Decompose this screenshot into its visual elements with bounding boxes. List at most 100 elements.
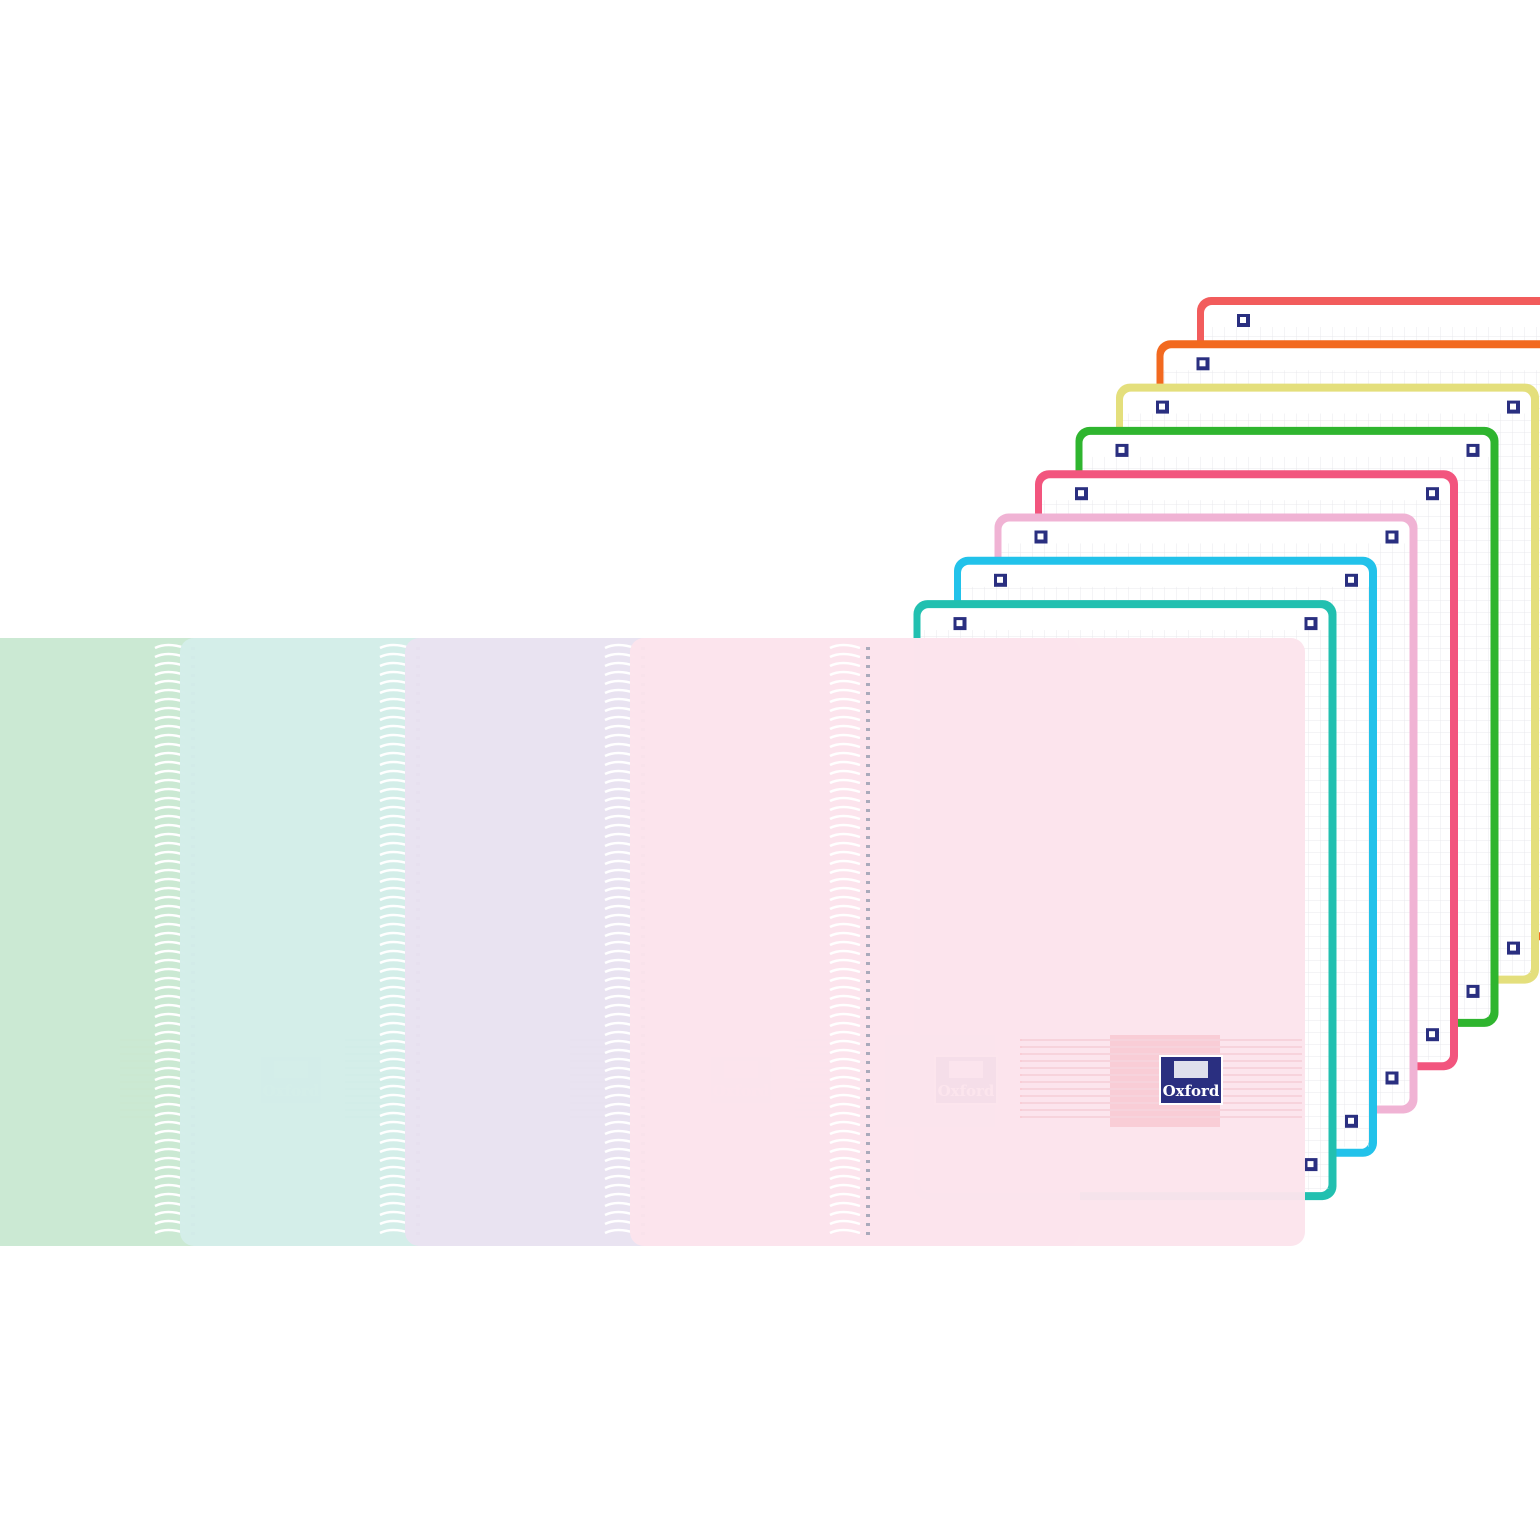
spiral-hole xyxy=(866,800,870,803)
spiral-coil xyxy=(829,697,861,704)
spiral-coil xyxy=(829,679,861,686)
spiral-coil xyxy=(829,1138,861,1145)
spiral-hole xyxy=(866,1223,870,1226)
spiral-hole xyxy=(866,845,870,848)
spiral-coil xyxy=(829,1129,861,1136)
spiral-hole xyxy=(866,1007,870,1010)
spiral-hole xyxy=(866,980,870,983)
spiral-hole xyxy=(866,1115,870,1118)
spiral-coil xyxy=(829,1102,861,1109)
spiral-coil xyxy=(829,805,861,812)
spiral-coil xyxy=(829,1012,861,1019)
spiral-hole xyxy=(866,782,870,785)
spiral-hole xyxy=(866,764,870,767)
spiral-hole xyxy=(866,737,870,740)
spiral-coil xyxy=(829,877,861,884)
spiral-coil xyxy=(829,994,861,1001)
spiral-coil xyxy=(829,823,861,830)
spiral-coil xyxy=(829,1066,861,1073)
spiral-coil xyxy=(829,796,861,803)
spiral-hole xyxy=(866,935,870,938)
spiral-hole xyxy=(866,656,870,659)
corner-mark-inner xyxy=(1388,533,1395,540)
spiral-coil xyxy=(829,1210,861,1217)
spiral-hole xyxy=(866,1187,870,1190)
spiral-coil xyxy=(829,985,861,992)
spiral-hole xyxy=(866,719,870,722)
spiral-hole xyxy=(866,854,870,857)
spiral-hole xyxy=(866,863,870,866)
logo-crest xyxy=(1174,1061,1208,1078)
corner-mark-inner xyxy=(997,576,1003,583)
spiral-hole xyxy=(866,1079,870,1082)
cover xyxy=(630,638,1305,1246)
spiral-hole xyxy=(866,1160,870,1163)
spiral-coil xyxy=(829,1120,861,1127)
spiral-hole xyxy=(866,674,870,677)
spiral-coil xyxy=(829,1219,861,1226)
spiral-hole xyxy=(866,746,870,749)
spiral-hole xyxy=(866,908,870,911)
spiral-coil xyxy=(829,652,861,659)
spiral-coil xyxy=(829,1039,861,1046)
spiral-coil xyxy=(829,1021,861,1028)
spiral-hole xyxy=(866,818,870,821)
spiral-hole xyxy=(866,1124,870,1127)
notebook-covers: OxfordOxfordOxfordOxfordOxford xyxy=(0,638,1305,1246)
spiral-hole xyxy=(866,809,870,812)
spiral-hole xyxy=(866,1106,870,1109)
spiral-hole xyxy=(866,998,870,1001)
spiral-hole xyxy=(866,1052,870,1055)
spiral-coil xyxy=(829,787,861,794)
logo-text: Oxford xyxy=(1163,1082,1220,1100)
spiral-coil xyxy=(829,733,861,740)
spiral-coil xyxy=(829,841,861,848)
spiral-coil xyxy=(829,1192,861,1199)
corner-mark-inner xyxy=(1199,360,1206,367)
corner-mark-inner xyxy=(1429,490,1435,497)
corner-mark-inner xyxy=(1240,317,1246,323)
corner-mark-inner xyxy=(1159,403,1165,410)
spiral-coil xyxy=(829,976,861,983)
spiral-hole xyxy=(866,881,870,884)
corner-mark-inner xyxy=(1348,1117,1354,1124)
spiral-coil xyxy=(829,1201,861,1208)
corner-mark-inner xyxy=(1118,446,1125,453)
spiral-hole xyxy=(866,1214,870,1217)
spiral-hole xyxy=(866,728,870,731)
corner-mark-inner xyxy=(1429,1031,1435,1038)
spiral-hole xyxy=(866,926,870,929)
spiral-hole xyxy=(866,773,870,776)
spiral-hole xyxy=(866,665,870,668)
corner-mark-inner xyxy=(1469,987,1476,994)
corner-mark-inner xyxy=(956,620,963,627)
spiral-coil xyxy=(829,958,861,965)
spiral-coil xyxy=(829,967,861,974)
spiral-hole xyxy=(866,683,870,686)
spiral-coil xyxy=(829,832,861,839)
spiral-coil xyxy=(829,760,861,767)
spiral-hole xyxy=(866,836,870,839)
spiral-hole xyxy=(866,890,870,893)
spiral-coil xyxy=(829,724,861,731)
notebook-cover: Oxford xyxy=(630,638,1305,1246)
spiral-coil xyxy=(829,1075,861,1082)
spiral-hole xyxy=(866,989,870,992)
spiral-coil xyxy=(829,643,861,650)
spiral-coil xyxy=(829,931,861,938)
corner-mark-inner xyxy=(1388,1074,1395,1081)
spiral-coil xyxy=(829,1165,861,1172)
spiral-hole xyxy=(866,1025,870,1028)
spiral-hole xyxy=(866,755,870,758)
spiral-hole xyxy=(866,953,870,956)
spiral-hole xyxy=(866,1070,870,1073)
spiral-coil xyxy=(829,1057,861,1064)
spiral-hole xyxy=(866,1097,870,1100)
spiral-hole xyxy=(866,1061,870,1064)
spiral-hole xyxy=(866,971,870,974)
spiral-hole xyxy=(866,872,870,875)
spiral-hole xyxy=(866,827,870,830)
corner-mark-inner xyxy=(1078,490,1084,497)
spiral-coil xyxy=(829,688,861,695)
